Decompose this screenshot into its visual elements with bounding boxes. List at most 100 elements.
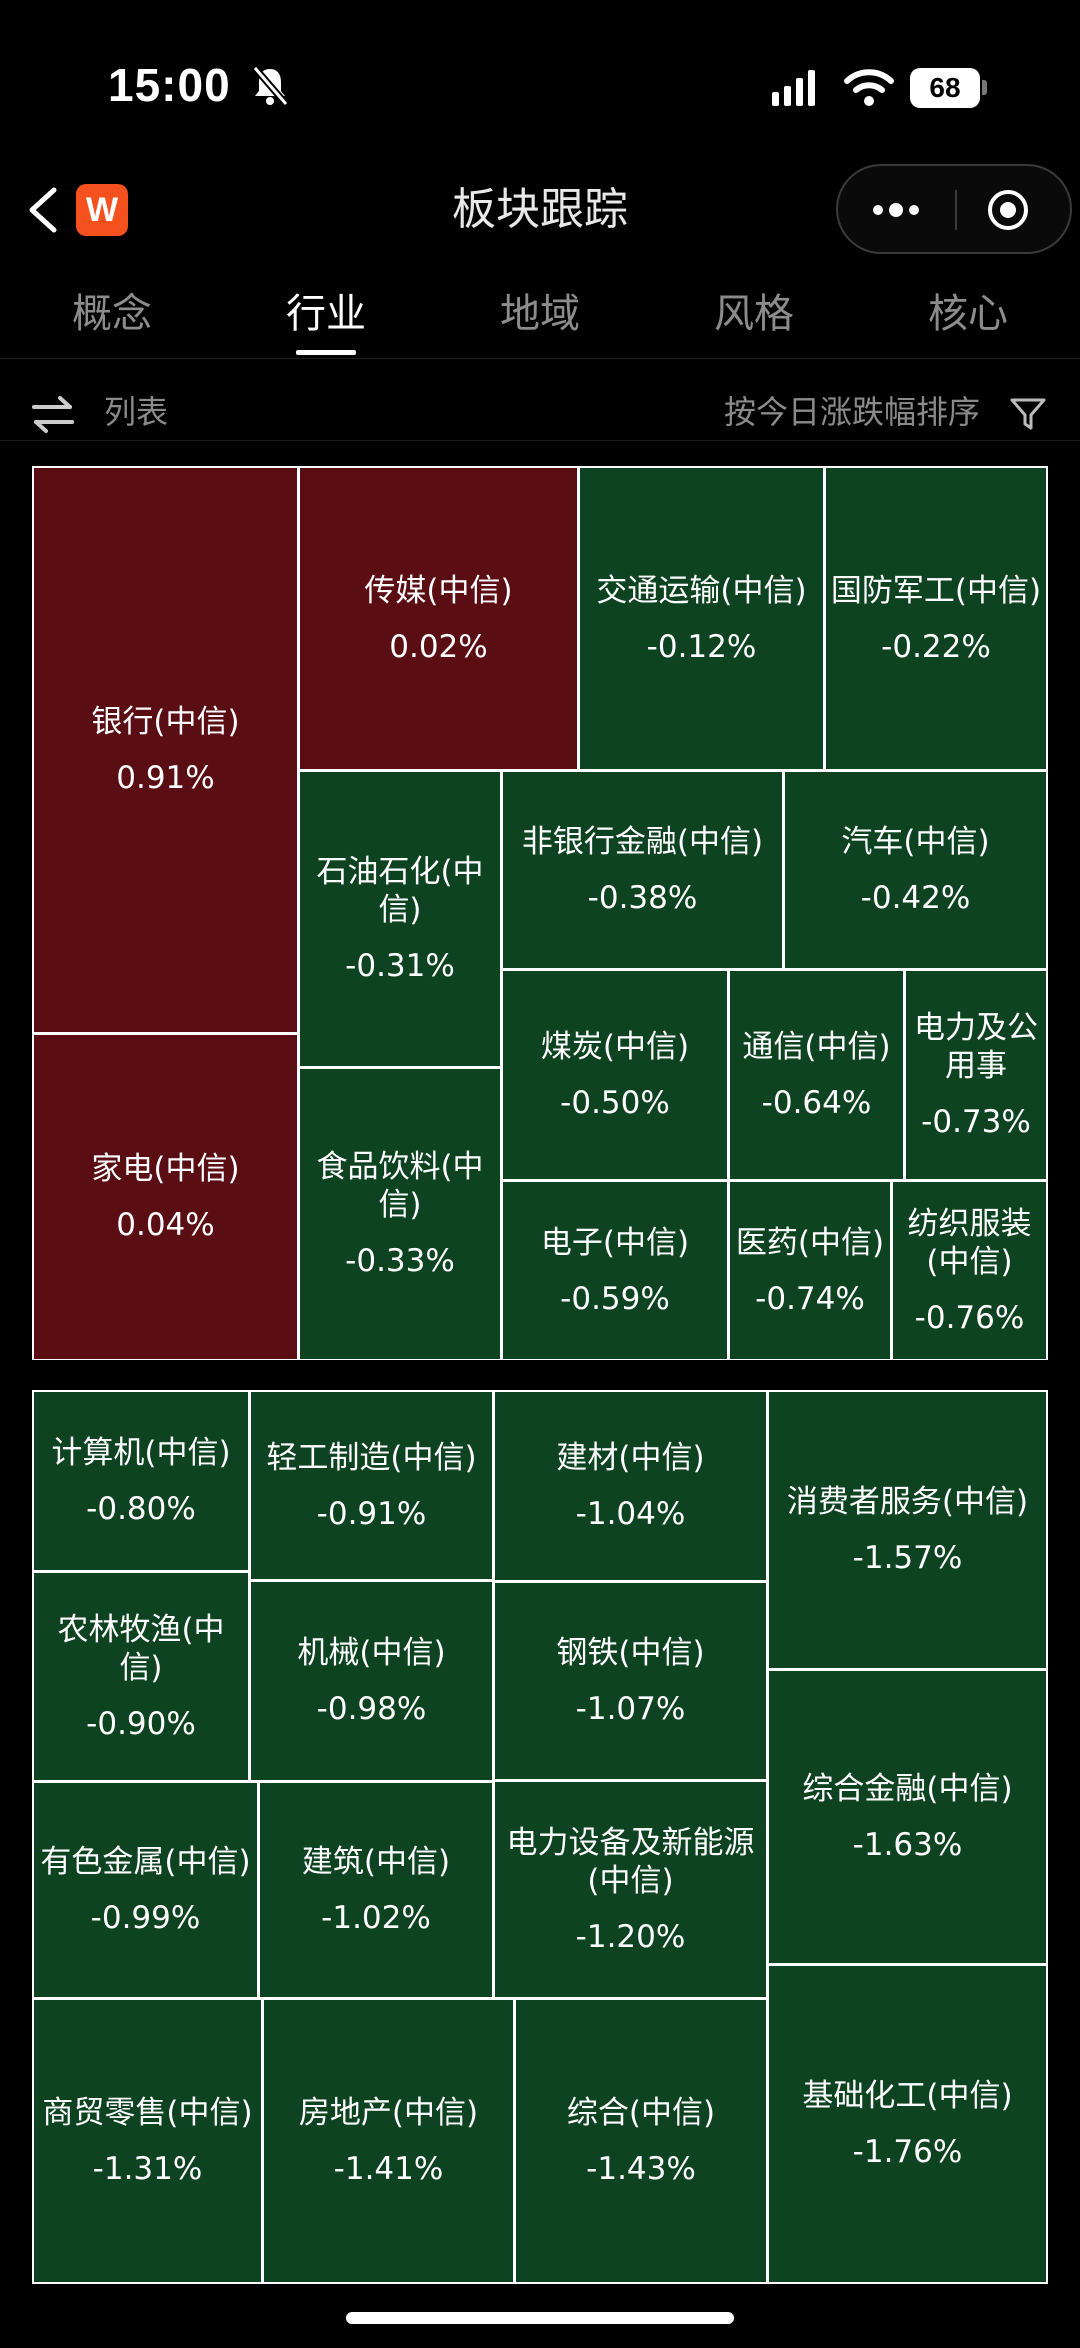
close-target-icon[interactable]	[986, 188, 1030, 232]
sector-change: -1.76%	[852, 2134, 963, 2170]
sector-change: -0.90%	[86, 1705, 196, 1742]
toolbar-divider	[0, 440, 1080, 441]
treemap-tile[interactable]: 基础化工(中信) -1.76%	[769, 1966, 1046, 2282]
sector-change: -1.02%	[321, 1900, 431, 1936]
sector-name: 综合(中信)	[566, 2095, 716, 2131]
treemap-tile[interactable]: 有色金属(中信) -0.99%	[34, 1783, 257, 1997]
sector-name: 农林牧渔(中信)	[57, 1611, 225, 1686]
sector-change: -1.07%	[575, 1691, 686, 1727]
treemap-tile[interactable]: 汽车(中信) -0.42%	[785, 772, 1046, 968]
sector-name: 石油石化(中信)	[316, 854, 484, 928]
sector-name: 电力及公用事	[914, 1010, 1038, 1084]
treemap-tile[interactable]: 煤炭(中信) -0.50%	[503, 971, 727, 1179]
treemap-tile[interactable]: 电力及公用事 -0.73%	[906, 971, 1046, 1179]
treemap-tile[interactable]: 房地产(中信) -1.41%	[264, 2000, 513, 2282]
tab-style[interactable]: 风格	[714, 291, 794, 337]
sector-name: 电力设备及新能源(中信)	[506, 1824, 755, 1899]
back-chevron-icon[interactable]	[20, 182, 70, 238]
treemap-tile[interactable]: 纺织服装(中信) -0.76%	[893, 1182, 1046, 1359]
sector-name: 基础化工(中信)	[802, 2078, 1013, 2114]
sector-change: -0.91%	[316, 1495, 427, 1532]
treemap-tile[interactable]: 传媒(中信) 0.02%	[300, 468, 577, 769]
sector-name: 医药(中信)	[735, 1224, 885, 1261]
sector-change: -1.31%	[92, 2151, 203, 2187]
sector-name: 轻工制造(中信)	[266, 1439, 477, 1476]
treemap-tile[interactable]: 建筑(中信) -1.02%	[260, 1783, 492, 1997]
sector-change: -0.98%	[316, 1691, 427, 1727]
sector-name: 煤炭(中信)	[540, 1029, 690, 1065]
list-view-toggle[interactable]: 列表	[104, 393, 169, 431]
sector-name: 钢铁(中信)	[556, 1635, 705, 1671]
battery-tip	[982, 80, 987, 95]
capsule-divider	[955, 190, 957, 230]
sector-change: -0.22%	[881, 628, 991, 665]
treemap-tile[interactable]: 交通运输(中信) -0.12%	[580, 468, 823, 769]
sector-change: 0.91%	[116, 760, 215, 796]
sector-name: 综合金融(中信)	[802, 1771, 1013, 1807]
treemap-tile[interactable]: 石油石化(中信) -0.31%	[300, 772, 500, 1066]
more-dots-icon[interactable]	[868, 190, 924, 230]
sector-name: 房地产(中信)	[298, 2095, 479, 2131]
sector-change: -1.57%	[852, 1540, 963, 1576]
sector-change: -0.38%	[587, 880, 698, 916]
treemap-tile[interactable]: 综合(中信) -1.43%	[516, 2000, 766, 2282]
battery-icon: 68	[910, 68, 980, 108]
tab-concept[interactable]: 概念	[72, 291, 152, 337]
sector-change: -0.50%	[560, 1085, 670, 1121]
treemap-tile[interactable]: 通信(中信) -0.64%	[730, 971, 903, 1179]
cellular-signal-icon	[772, 70, 828, 106]
treemap-tile[interactable]: 建材(中信) -1.04%	[495, 1392, 766, 1580]
treemap-tile[interactable]: 计算机(中信) -0.80%	[34, 1392, 248, 1570]
sector-change: 0.04%	[116, 1207, 215, 1243]
treemap-tile[interactable]: 家电(中信) 0.04%	[34, 1035, 297, 1359]
wifi-icon	[844, 69, 894, 106]
active-tab-indicator	[296, 350, 356, 355]
sector-change: -0.99%	[90, 1900, 201, 1936]
treemap-tile[interactable]: 钢铁(中信) -1.07%	[495, 1583, 766, 1779]
sector-name: 非银行金融(中信)	[521, 824, 764, 860]
sector-change: -1.20%	[575, 1918, 686, 1955]
sector-name: 食品饮料(中信)	[316, 1149, 484, 1223]
sector-name: 交通运输(中信)	[596, 572, 807, 609]
sector-name: 电子(中信)	[540, 1224, 690, 1261]
sector-name: 计算机(中信)	[51, 1435, 231, 1471]
treemap-tile[interactable]: 轻工制造(中信) -0.91%	[251, 1392, 492, 1579]
silent-bell-icon	[252, 65, 289, 107]
treemap-tile[interactable]: 综合金融(中信) -1.63%	[769, 1671, 1046, 1963]
home-indicator	[346, 2312, 734, 2324]
treemap-tile[interactable]: 食品饮料(中信) -0.33%	[300, 1069, 500, 1359]
sort-label[interactable]: 按今日涨跌幅排序	[723, 393, 980, 431]
treemap-tile[interactable]: 电力设备及新能源(中信) -1.20%	[495, 1782, 766, 1997]
sector-change: -1.43%	[586, 2151, 696, 2187]
sector-name: 通信(中信)	[742, 1029, 891, 1065]
sector-name: 消费者服务(中信)	[786, 1484, 1029, 1520]
treemap-tile[interactable]: 机械(中信) -0.98%	[251, 1582, 492, 1780]
sector-name: 家电(中信)	[91, 1151, 240, 1187]
treemap-tile[interactable]: 商贸零售(中信) -1.31%	[34, 2000, 261, 2282]
sector-change: -0.59%	[560, 1280, 670, 1317]
sector-change: -1.04%	[575, 1496, 686, 1532]
treemap-tile[interactable]: 消费者服务(中信) -1.57%	[769, 1392, 1046, 1668]
sector-name: 建筑(中信)	[301, 1844, 451, 1880]
sector-name: 国防军工(中信)	[830, 572, 1042, 609]
treemap-tile[interactable]: 银行(中信) 0.91%	[34, 468, 297, 1032]
tab-industry[interactable]: 行业	[286, 291, 366, 337]
sector-name: 银行(中信)	[91, 704, 240, 740]
sector-name: 汽车(中信)	[841, 824, 990, 860]
treemap-tile[interactable]: 农林牧渔(中信) -0.90%	[34, 1573, 248, 1780]
treemap-tile[interactable]: 医药(中信) -0.74%	[730, 1182, 890, 1359]
treemap-tile[interactable]: 国防军工(中信) -0.22%	[826, 468, 1046, 769]
treemap-tile[interactable]: 非银行金融(中信) -0.38%	[503, 772, 782, 968]
tab-core[interactable]: 核心	[928, 291, 1008, 337]
filter-icon[interactable]	[1008, 394, 1048, 434]
status-time: 15:00	[108, 59, 231, 111]
sector-name: 有色金属(中信)	[40, 1844, 251, 1880]
sector-name: 建材(中信)	[556, 1440, 705, 1476]
page-title: 板块跟踪	[452, 184, 628, 235]
tab-region[interactable]: 地域	[500, 291, 580, 337]
app-logo: W	[76, 184, 128, 236]
sector-change: -1.63%	[852, 1827, 963, 1863]
sector-name: 商贸零售(中信)	[42, 2095, 253, 2131]
treemap-tile[interactable]: 电子(中信) -0.59%	[503, 1182, 727, 1359]
swap-arrows-icon[interactable]	[30, 394, 76, 434]
